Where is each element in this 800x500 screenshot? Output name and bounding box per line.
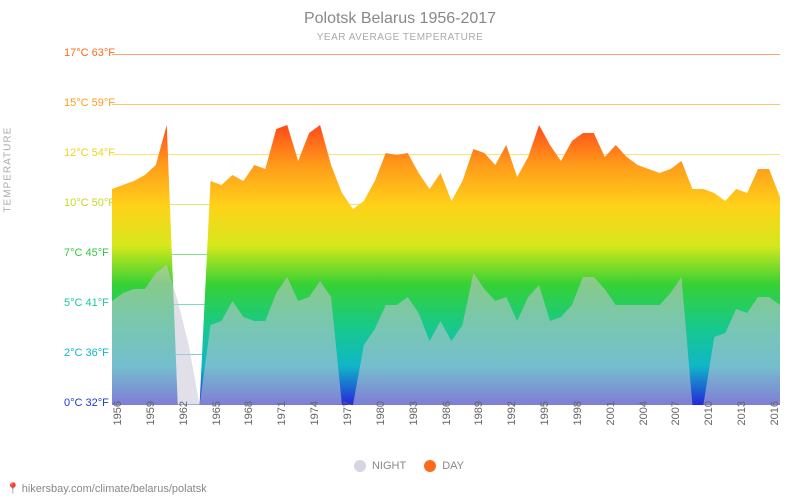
legend: NIGHT DAY [0, 460, 800, 472]
plot-area: 1956195919621965196819711974197719801983… [112, 55, 780, 405]
x-tick: 2004 [638, 401, 650, 425]
y-axis-label: TEMPERATURE [3, 127, 14, 213]
x-tick: 1986 [441, 401, 453, 425]
x-tick: 1971 [276, 401, 288, 425]
footer-credit: 📍hikersbay.com/climate/belarus/polatsk [6, 482, 207, 495]
legend-swatch [354, 460, 366, 472]
x-tick: 1974 [309, 401, 321, 425]
x-tick: 1968 [243, 401, 255, 425]
x-tick: 2007 [670, 401, 682, 425]
x-tick: 2016 [769, 401, 781, 425]
pin-icon: 📍 [6, 483, 20, 495]
x-tick: 1959 [145, 401, 157, 425]
chart-title: Polotsk Belarus 1956-2017 [0, 0, 800, 28]
x-tick: 1983 [408, 401, 420, 425]
chart-svg [112, 55, 780, 405]
x-tick: 1977 [342, 401, 354, 425]
x-tick: 2001 [605, 401, 617, 425]
legend-label: NIGHT [372, 460, 406, 472]
x-tick: 1992 [506, 401, 518, 425]
x-tick: 1962 [178, 401, 190, 425]
x-tick: 1980 [375, 401, 387, 425]
x-tick: 1995 [539, 401, 551, 425]
x-tick: 1989 [473, 401, 485, 425]
x-tick: 1998 [572, 401, 584, 425]
x-tick: 2013 [736, 401, 748, 425]
x-tick: 1965 [211, 401, 223, 425]
legend-swatch [424, 460, 436, 472]
x-tick: 1956 [112, 401, 124, 425]
chart-area: 0°C 32°F2°C 36°F5°C 41°F7°C 45°F10°C 50°… [40, 55, 780, 405]
footer-text: hikersbay.com/climate/belarus/polatsk [22, 483, 207, 495]
chart-subtitle: YEAR AVERAGE TEMPERATURE [0, 28, 800, 43]
legend-label: DAY [442, 460, 464, 472]
x-tick: 2010 [703, 401, 715, 425]
